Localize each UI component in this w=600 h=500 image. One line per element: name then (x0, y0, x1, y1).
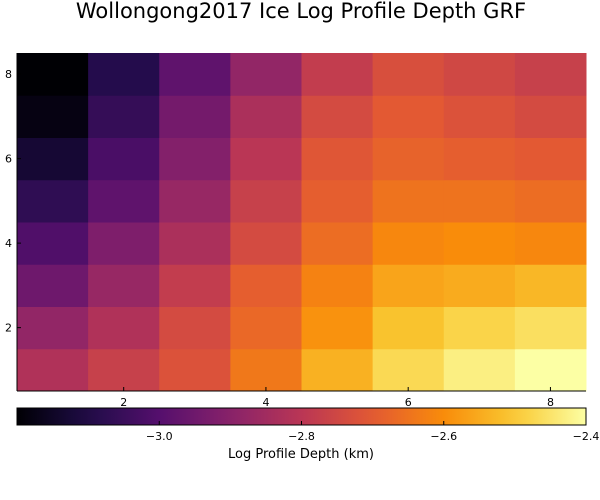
heatmap-cell (443, 306, 516, 350)
heatmap-cell (230, 348, 302, 392)
heatmap-cell (301, 264, 374, 307)
chart-title: Wollongong2017 Ice Log Profile Depth GRF (76, 0, 526, 23)
heatmap-cell (301, 53, 374, 96)
x-tick-label: 2 (120, 396, 127, 409)
heatmap-cell (17, 179, 89, 223)
heatmap-cell (88, 264, 160, 307)
x-tick-label: 8 (547, 396, 554, 409)
heatmap-cell (17, 95, 89, 138)
heatmap-cell (230, 222, 302, 265)
heatmap-cell (88, 137, 160, 181)
heatmap-cell (88, 179, 160, 223)
heatmap-cell (372, 222, 445, 265)
heatmap-cell (514, 137, 587, 181)
heatmap-cell (301, 222, 374, 265)
heatmap-cell (514, 306, 587, 350)
heatmap-cell (88, 53, 160, 96)
heatmap-cell (372, 348, 445, 392)
y-tick-label: 2 (5, 322, 12, 335)
heatmap-cell (159, 53, 231, 96)
heatmap-cell (514, 95, 587, 138)
heatmap-cell (159, 348, 231, 392)
heatmap-cell (301, 306, 374, 350)
heatmap-cell (159, 264, 231, 307)
x-tick-label: 4 (262, 396, 269, 409)
colorbar: −3.0 −2.8 −2.6 −2.4 (16, 407, 600, 443)
heatmap-cell (514, 179, 587, 223)
colorbar-tick-label: −3.0 (146, 430, 173, 443)
heatmap-cell (159, 306, 231, 350)
heatmap-cell (17, 264, 89, 307)
heatmap-cell (514, 348, 587, 392)
heatmap-cell (514, 53, 587, 96)
heatmap-cell (372, 137, 445, 181)
heatmap-cell (372, 53, 445, 96)
heatmap-cell (159, 222, 231, 265)
heatmap-cell (372, 264, 445, 307)
y-axis-ticks: 2 4 6 8 (5, 68, 21, 335)
heatmap-cell (230, 179, 302, 223)
heatmap-cells (17, 53, 587, 392)
colorbar-label: Log Profile Depth (km) (228, 447, 374, 462)
heatmap-cell (443, 137, 516, 181)
heatmap-cell (17, 222, 89, 265)
heatmap-cell (443, 222, 516, 265)
heatmap-cell (514, 222, 587, 265)
heatmap-cell (230, 137, 302, 181)
x-axis-ticks: 2 4 6 8 (120, 387, 554, 409)
heatmap-cell (301, 95, 374, 138)
y-tick-label: 6 (5, 153, 12, 166)
heatmap-cell (301, 348, 374, 392)
heatmap-cell (88, 306, 160, 350)
y-tick-label: 4 (5, 237, 12, 250)
heatmap-cell (88, 348, 160, 392)
heatmap-cell (443, 348, 516, 392)
x-tick-label: 6 (405, 396, 412, 409)
heatmap-cell (301, 179, 374, 223)
heatmap-cell (17, 306, 89, 350)
colorbar-tick-label: −2.4 (573, 430, 600, 443)
heatmap-cell (372, 306, 445, 350)
heatmap-cell (159, 95, 231, 138)
heatmap-cell (159, 137, 231, 181)
heatmap-cell (17, 53, 89, 96)
colorbar-tick-label: −2.6 (430, 430, 457, 443)
heatmap-cell (230, 95, 302, 138)
colorbar-tick-label: −2.8 (288, 430, 315, 443)
heatmap-cell (301, 137, 374, 181)
heatmap-cell (230, 306, 302, 350)
y-tick-label: 8 (5, 68, 12, 81)
heatmap-cell (443, 264, 516, 307)
heatmap-cell (514, 264, 587, 307)
heatmap-cell (443, 179, 516, 223)
heatmap-cell (88, 95, 160, 138)
plot-axes (16, 53, 586, 392)
heatmap-cell (443, 53, 516, 96)
heatmap-cell (372, 95, 445, 138)
heatmap-cell (88, 222, 160, 265)
heatmap-cell (230, 264, 302, 307)
heatmap-cell (17, 348, 89, 392)
heatmap-cell (372, 179, 445, 223)
heatmap-cell (443, 95, 516, 138)
heatmap-cell (159, 179, 231, 223)
heatmap-cell (17, 137, 89, 181)
heatmap-cell (230, 53, 302, 96)
